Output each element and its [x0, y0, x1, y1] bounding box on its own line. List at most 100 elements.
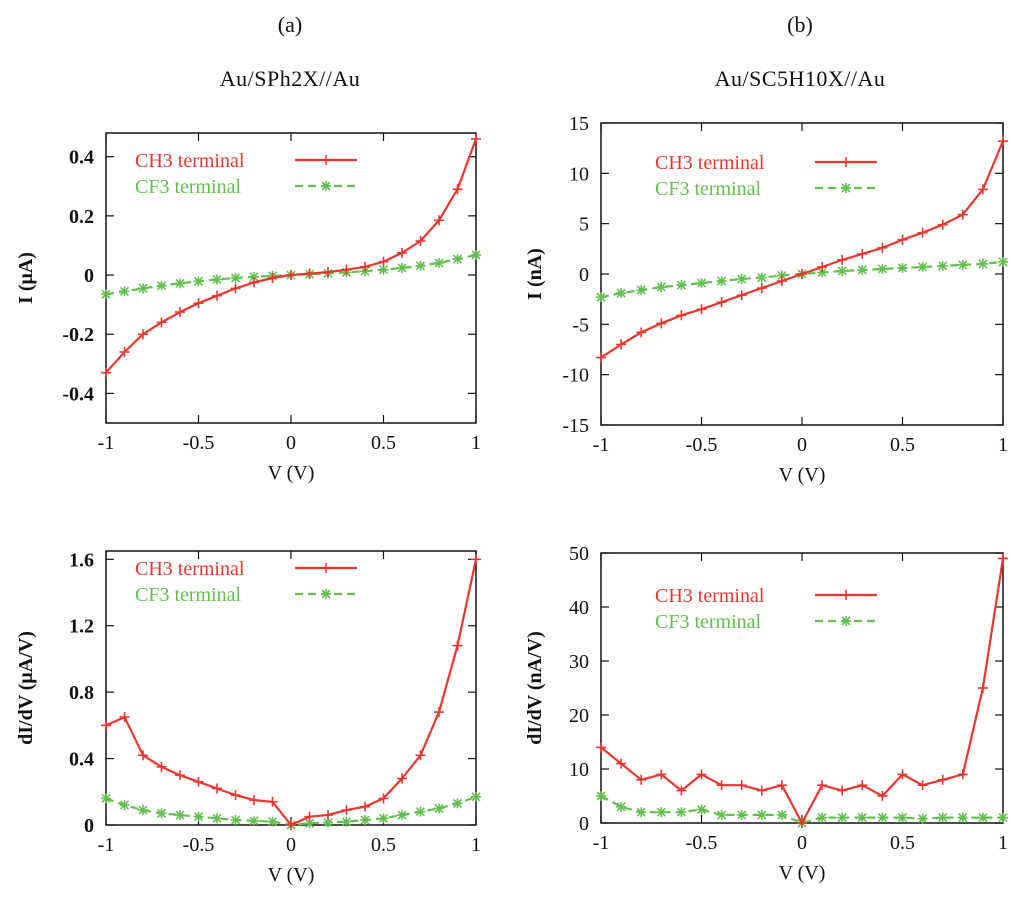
- marker-stroke: [636, 285, 646, 295]
- series-line: [105, 138, 478, 374]
- marker-stroke: [378, 813, 389, 823]
- marker-stroke: [857, 265, 867, 275]
- series-ch3: [101, 133, 481, 378]
- x-axis-label: V (V): [779, 862, 826, 884]
- star-marker: [716, 276, 727, 287]
- plus-marker: [267, 273, 278, 283]
- plus-marker: [323, 810, 333, 821]
- plus-marker: [434, 215, 444, 226]
- plus-marker: [636, 327, 647, 338]
- panel-label-a: (a): [278, 12, 302, 37]
- star-marker: [977, 812, 988, 823]
- plus-marker: [937, 774, 948, 785]
- star-marker: [957, 812, 968, 823]
- marker-stroke: [978, 813, 988, 823]
- plus-marker: [230, 283, 241, 294]
- marker-stroke: [193, 276, 204, 286]
- star-marker: [756, 809, 767, 820]
- plus-marker: [656, 318, 667, 329]
- marker-stroke: [156, 808, 167, 818]
- plus-marker: [977, 184, 988, 195]
- plus-marker: [397, 773, 407, 784]
- star-marker: [841, 183, 851, 193]
- star-marker: [397, 262, 407, 273]
- y-tick-label: 0.8: [69, 682, 94, 704]
- star-marker: [321, 589, 331, 599]
- marker-stroke: [249, 272, 259, 282]
- marker-stroke: [696, 278, 707, 288]
- x-axis-label: V (V): [779, 464, 826, 486]
- marker-stroke: [156, 281, 167, 291]
- star-marker: [676, 807, 687, 818]
- star-marker: [857, 264, 868, 275]
- marker-stroke: [958, 260, 968, 270]
- plus-marker: [101, 720, 111, 731]
- star-marker: [119, 800, 130, 811]
- marker-stroke: [918, 262, 928, 272]
- marker-stroke: [737, 810, 747, 820]
- plus-marker: [857, 248, 868, 259]
- plus-marker: [321, 155, 331, 165]
- legend-label-cf3: CF3 terminal: [135, 584, 242, 606]
- star-marker: [156, 280, 167, 291]
- plus-marker: [656, 769, 667, 780]
- x-tick-label: 0.5: [890, 832, 915, 854]
- star-marker: [917, 813, 928, 824]
- star-marker: [341, 816, 352, 827]
- marker-stroke: [596, 791, 606, 801]
- marker-stroke: [777, 270, 787, 281]
- star-marker: [212, 813, 222, 824]
- plus-marker: [212, 290, 222, 301]
- plus-marker: [756, 283, 767, 294]
- x-tick-label: 0: [286, 834, 296, 856]
- x-axis-label: V (V): [268, 864, 315, 886]
- star-marker: [977, 258, 988, 269]
- plus-marker: [138, 750, 148, 761]
- plus-marker: [957, 769, 968, 780]
- marker-stroke: [777, 810, 787, 820]
- y-tick-label: 1.2: [69, 616, 94, 638]
- plus-marker: [452, 640, 463, 651]
- panel-label-b: (b): [787, 12, 813, 37]
- x-tick-label: 0: [286, 432, 296, 454]
- marker-stroke: [119, 286, 130, 296]
- x-axis-label: V (V): [268, 462, 315, 484]
- star-marker: [937, 260, 948, 271]
- y-axis-label: I (μA): [15, 252, 37, 304]
- marker-stroke: [249, 816, 259, 826]
- star-marker: [776, 809, 787, 820]
- marker-stroke: [737, 274, 747, 284]
- y-tick-label: -5: [572, 314, 589, 336]
- star-marker: [119, 286, 130, 297]
- star-marker: [656, 807, 667, 818]
- y-tick-label: 0: [84, 815, 94, 837]
- star-marker: [636, 807, 647, 818]
- marker-stroke: [897, 263, 908, 273]
- x-tick-label: 0: [797, 434, 807, 456]
- x-tick-label: -0.5: [686, 434, 718, 456]
- marker-stroke: [757, 810, 767, 820]
- y-tick-label: 20: [569, 705, 589, 727]
- plus-marker: [119, 346, 130, 357]
- star-marker: [249, 815, 259, 826]
- plus-marker: [917, 227, 928, 238]
- marker-stroke: [817, 813, 827, 823]
- marker-stroke: [656, 807, 666, 817]
- star-marker: [230, 273, 241, 283]
- legend-label-ch3: CH3 terminal: [135, 150, 245, 172]
- star-marker: [138, 805, 148, 816]
- star-marker: [636, 285, 647, 296]
- marker-stroke: [841, 616, 851, 626]
- plus-marker: [877, 242, 888, 253]
- plus-marker: [616, 339, 627, 350]
- marker-stroke: [877, 264, 887, 274]
- plus-marker: [716, 780, 727, 791]
- marker-stroke: [998, 257, 1008, 267]
- star-marker: [101, 289, 111, 300]
- marker-stroke: [938, 813, 948, 823]
- x-tick-label: -0.5: [686, 832, 718, 854]
- y-tick-label: 50: [569, 543, 589, 565]
- plus-marker: [917, 780, 928, 791]
- marker-stroke: [321, 589, 331, 599]
- plus-marker: [249, 277, 259, 288]
